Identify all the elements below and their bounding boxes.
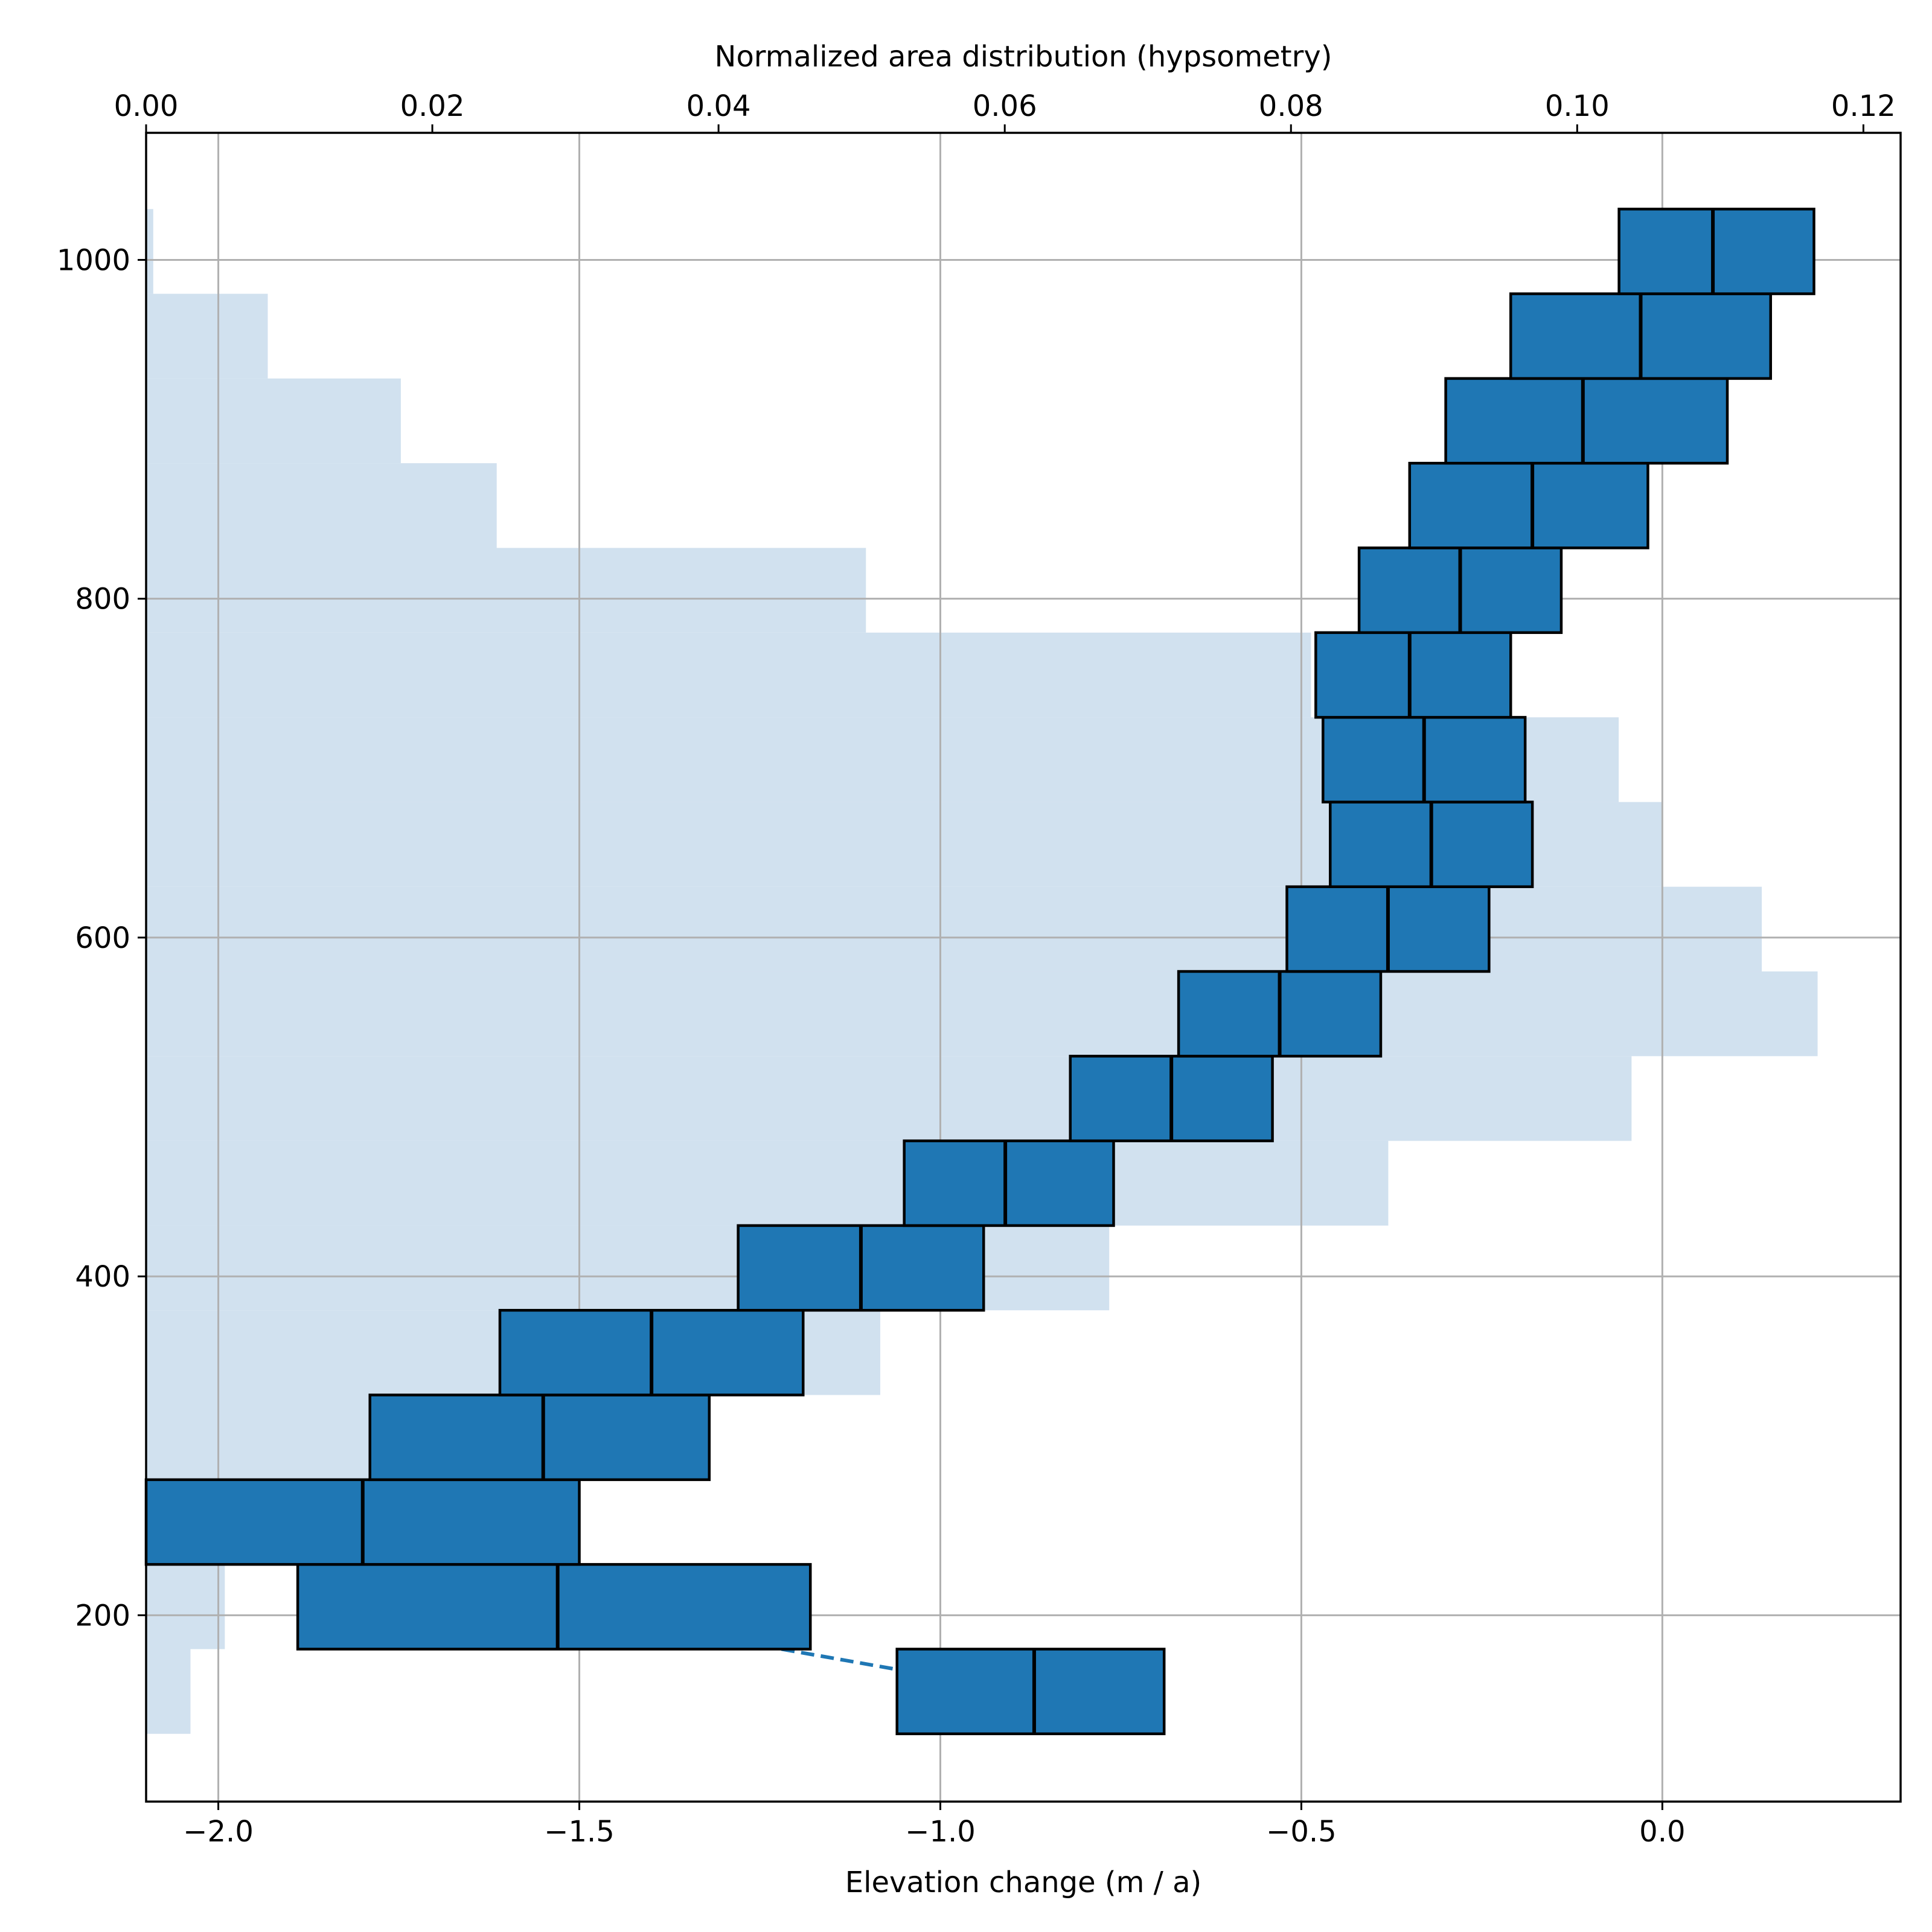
y-tick-label-1: 400 [75,1260,130,1294]
y-tick-label-3: 800 [75,583,130,616]
elevation-change-box-17 [1617,208,1815,295]
top-tick-label-2: 0.04 [686,89,751,123]
elevation-change-box-6 [903,1139,1115,1227]
hypsometry-bar-7 [146,1056,1632,1141]
x-tick-label-0: −2.0 [183,1815,254,1849]
plot-frame [145,132,1902,1803]
elevation-change-box-15 [1444,377,1729,465]
elevation-change-box-14 [1408,461,1649,549]
top-tick-label-1: 0.02 [400,89,465,123]
top-tick-label-4: 0.08 [1259,89,1323,123]
y-tick-label-2: 600 [75,921,130,955]
x-tick-label-1: −1.5 [544,1815,615,1849]
top-axis-label: Normalized area distribution (hypsometry… [715,40,1332,74]
hypsometry-bar-6 [146,1140,1389,1226]
hypsometry-bar-13 [146,548,866,633]
axes: −2.0 −1.5 −1.0 −0.5 0.0 0.00 0.02 0.04 0.06 0.08 0… [57,89,1902,1849]
y-tick-label-4: 1000 [57,243,130,277]
hypsometry-bar-17 [146,209,153,294]
top-tick-label-0: 0.00 [114,89,179,123]
elevation-change-box-12 [1314,631,1512,719]
x-tick-label-4: 0.0 [1639,1815,1685,1849]
hypsometry-bar-0 [146,1649,191,1734]
top-tick-label-6: 0.12 [1831,89,1896,123]
elevation-change-box-1 [296,1563,812,1651]
x-axis-label: Elevation change (m / a) [845,1866,1201,1899]
top-tick-label-3: 0.06 [973,89,1037,123]
hypsometry-bar-12 [146,632,1311,718]
hypsometry-bar-9 [146,886,1762,972]
gap-dashed-link [781,1647,898,1672]
elevation-change-box-0 [895,1648,1166,1736]
top-tick-label-5: 0.10 [1545,89,1610,123]
hypsometry-bar-8 [146,971,1818,1057]
elevation-change-boxes [144,208,1815,1736]
y-tick-label-0: 200 [75,1599,130,1633]
hypsometry-bar-15 [146,378,401,464]
hypsometry-bar-1 [146,1564,225,1649]
x-tick-label-2: −1.0 [905,1815,976,1849]
hypsometry-bar-16 [146,293,268,379]
elevation-change-box-3 [368,1393,711,1482]
hypsometry-bar-14 [146,463,497,548]
x-tick-label-3: −0.5 [1266,1815,1337,1849]
gap-link-layer [781,1647,898,1672]
